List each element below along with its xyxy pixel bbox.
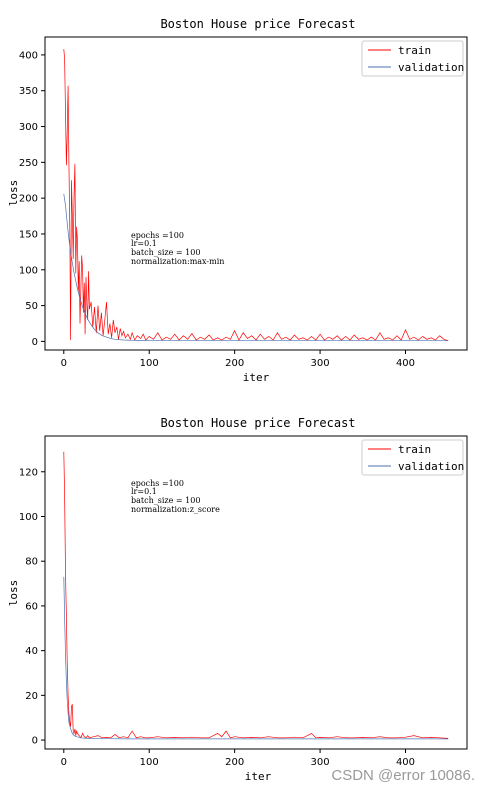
chart-2-y-tick-label: 80 (25, 557, 38, 568)
chart-1-annotation-normalization: normalization:max-min (131, 257, 224, 266)
chart-1-y-tick-label: 150 (19, 229, 38, 240)
chart-1-x-ticks: 0 100 200 300 400 (61, 350, 415, 369)
chart-2-x-tick-label: 0 (61, 757, 67, 768)
chart-1-y-ticks: 0 50 100 150 200 250 300 350 400 (19, 50, 45, 348)
chart-1-legend: train validation (361, 40, 464, 77)
chart-2-y-axis-label: loss (7, 580, 20, 607)
chart-2-annotation-epochs: epochs =100 (131, 479, 184, 488)
chart-2-title: Boston House price Forecast (160, 416, 355, 430)
chart-1-x-tick-label: 200 (225, 358, 244, 369)
chart-2-x-axis-label: iter (245, 770, 272, 783)
chart-2-legend-train-label: train (398, 443, 431, 456)
watermark: CSDN @error 10086. (331, 767, 475, 784)
chart-2-y-tick-label: 40 (25, 646, 38, 657)
chart-1-y-axis-label: loss (7, 180, 20, 207)
chart-1-x-tick-label: 100 (140, 358, 159, 369)
chart-2: Boston House price Forecast 0 100 200 300 40… (7, 416, 468, 783)
chart-1-y-tick-label: 100 (19, 265, 38, 276)
chart-2-x-tick-label: 300 (311, 757, 330, 768)
chart-2-x-tick-label: 400 (396, 757, 415, 768)
chart-1-y-tick-label: 0 (32, 337, 38, 348)
chart-1-y-tick-label: 400 (19, 50, 38, 61)
chart-2-legend-validation-label: validation (398, 460, 464, 473)
chart-2-x-tick-label: 200 (225, 757, 244, 768)
chart-1-annotation-lr: lr=0.1 (131, 239, 157, 248)
chart-2-x-ticks: 0 100 200 300 400 (61, 749, 415, 768)
chart-1-series-validation (63, 193, 449, 342)
chart-1-annotation: epochs =100 lr=0.1 batch_size = 100 norm… (131, 231, 224, 266)
chart-2-axes-frame (44, 435, 468, 750)
chart-1-x-axis-label: iter (243, 371, 270, 384)
chart-2-annotation: epochs =100 lr=0.1 batch_size = 100 norm… (131, 479, 220, 514)
chart-2-series-train (63, 451, 449, 739)
chart-2-annotation-normalization: normalization:z_score (131, 505, 220, 514)
chart-2-y-ticks: 0 20 40 60 80 100 120 (19, 467, 45, 747)
chart-1-legend-train-label: train (398, 44, 431, 57)
chart-1-y-tick-label: 50 (25, 301, 38, 312)
chart-2-legend: train validation (361, 439, 464, 476)
chart-1-x-tick-label: 400 (396, 358, 415, 369)
chart-2-y-tick-label: 60 (25, 601, 38, 612)
chart-2-annotation-batch-size: batch_size = 100 (131, 496, 200, 505)
chart-1-y-tick-label: 300 (19, 122, 38, 133)
chart-2-y-tick-label: 100 (19, 512, 38, 523)
chart-2-y-tick-label: 0 (32, 736, 38, 747)
chart-1-y-tick-label: 250 (19, 158, 38, 169)
chart-1-y-tick-label: 350 (19, 86, 38, 97)
chart-1: Boston House price Forecast 0 100 200 300 40… (7, 17, 468, 384)
chart-2-annotation-lr: lr=0.1 (131, 487, 157, 496)
chart-1-x-tick-label: 300 (311, 358, 330, 369)
chart-2-x-tick-label: 100 (140, 757, 159, 768)
chart-1-y-tick-label: 200 (19, 194, 38, 205)
chart-2-plot-area (63, 451, 449, 740)
chart-1-legend-validation-label: validation (398, 61, 464, 74)
chart-1-annotation-batch-size: batch_size = 100 (131, 248, 200, 257)
chart-1-series-train (63, 49, 449, 342)
chart-1-x-tick-label: 0 (61, 358, 67, 369)
chart-1-title: Boston House price Forecast (160, 17, 355, 31)
chart-1-axes-frame (44, 36, 468, 351)
chart-2-series-validation (63, 576, 449, 740)
chart-1-annotation-epochs: epochs =100 (131, 231, 184, 240)
chart-1-plot-area (63, 49, 449, 342)
chart-2-y-tick-label: 20 (25, 691, 38, 702)
chart-2-y-tick-label: 120 (19, 467, 38, 478)
